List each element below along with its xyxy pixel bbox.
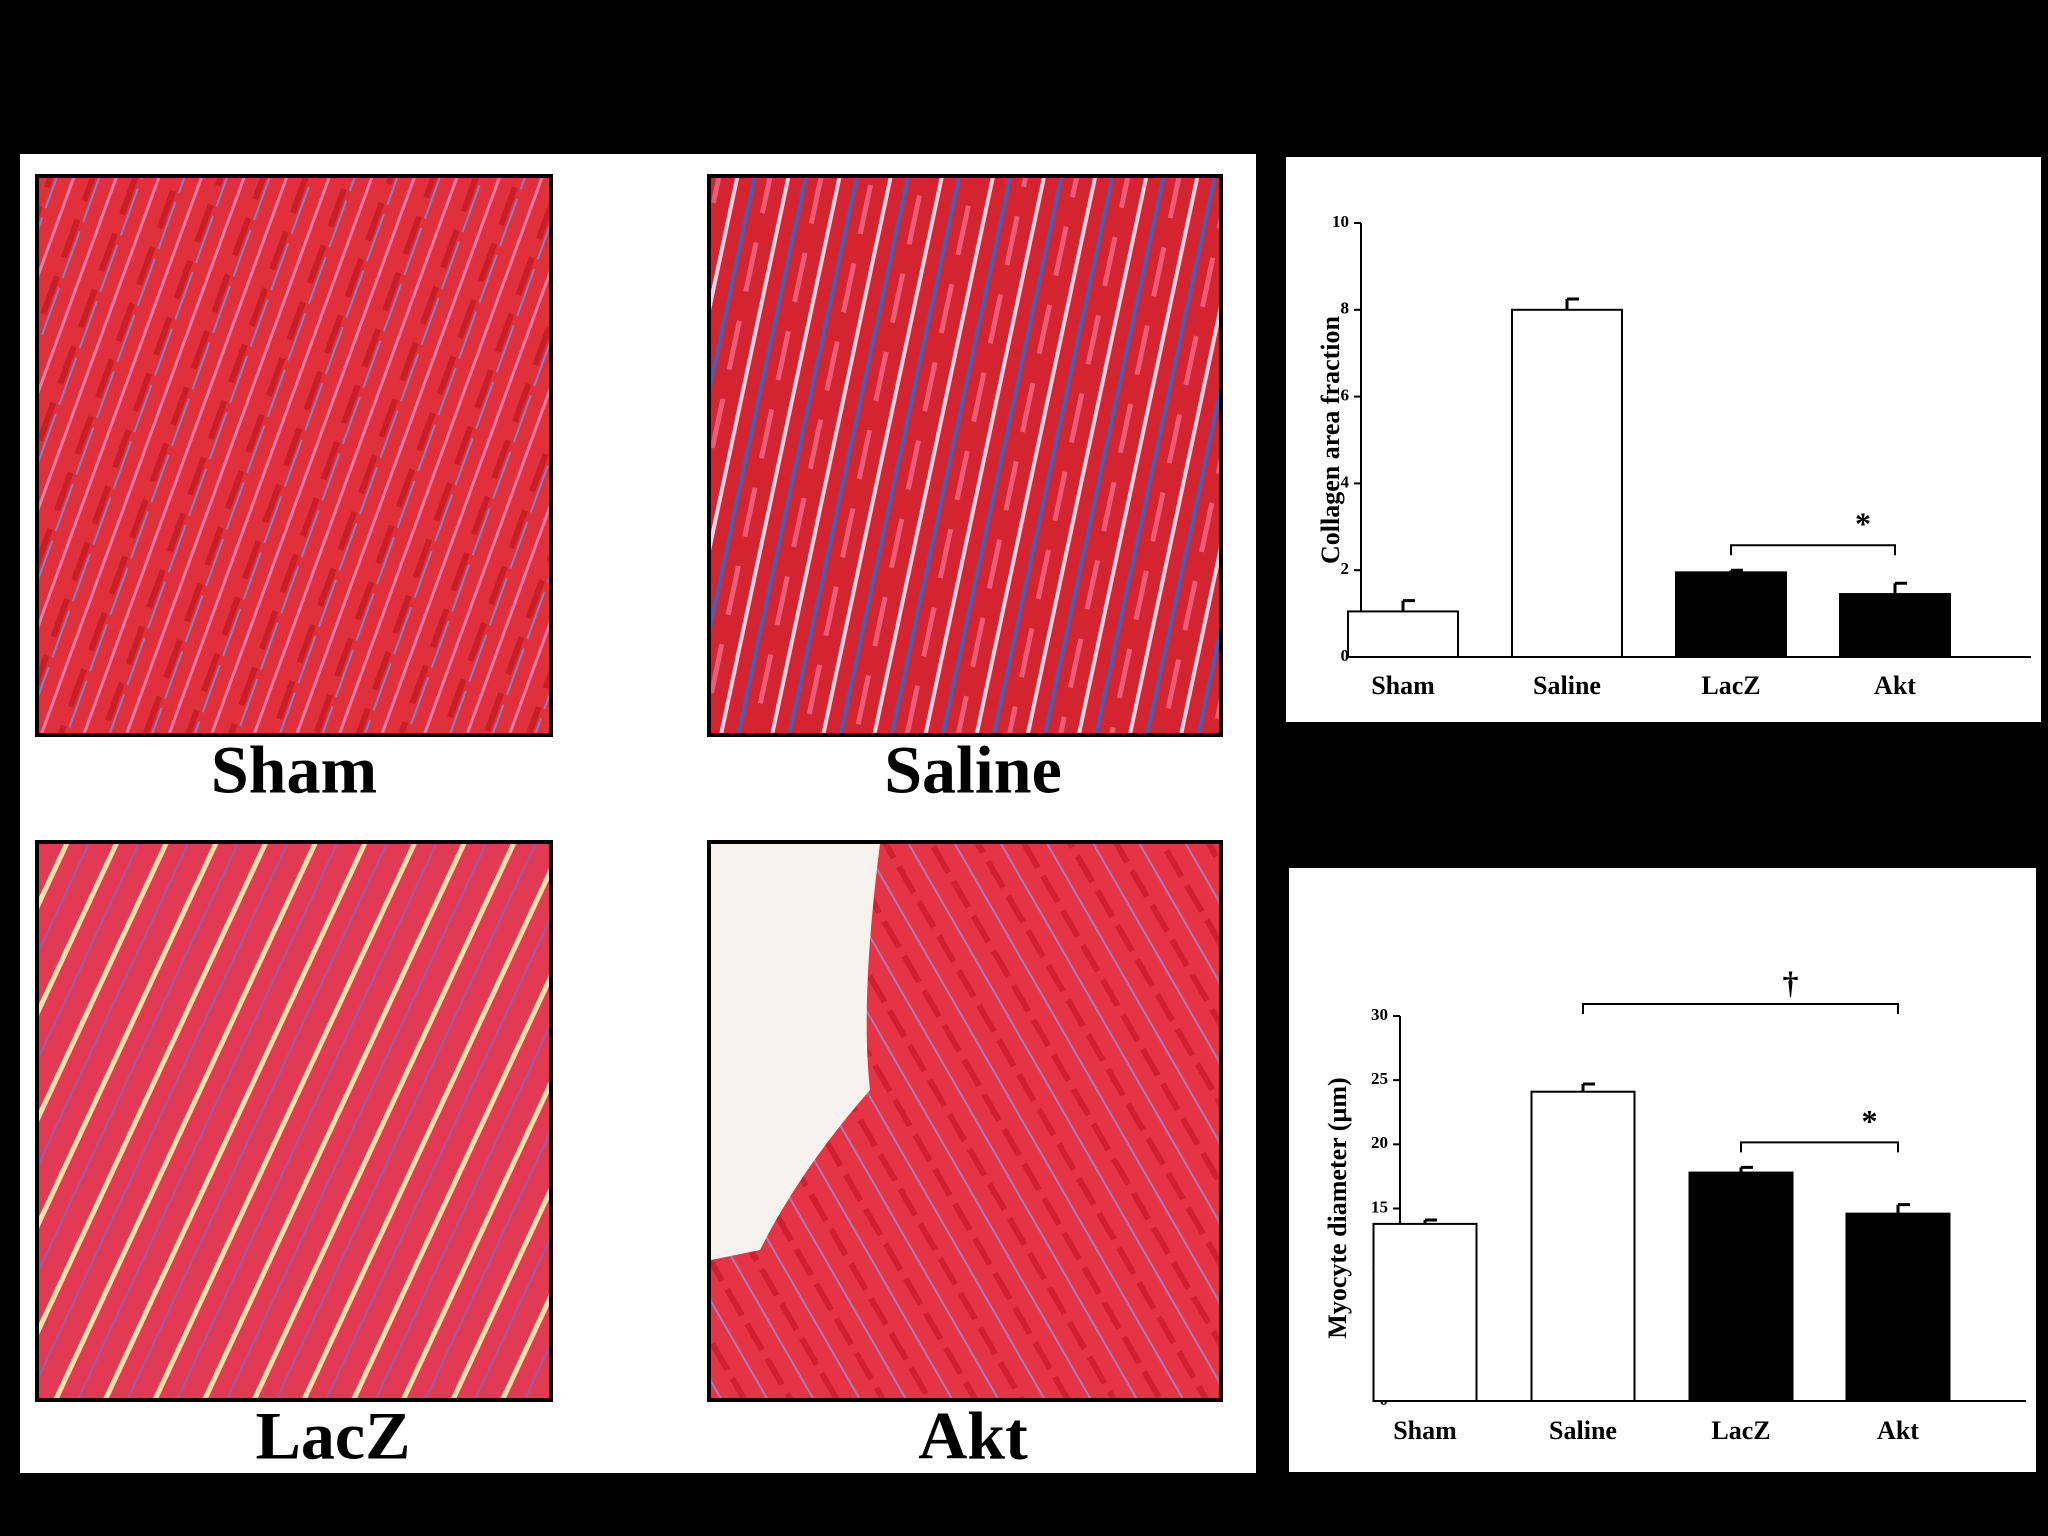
significance-bracket	[1740, 1141, 1899, 1153]
panel-label: Sham	[211, 732, 377, 808]
error-bar	[1729, 568, 1743, 573]
x-tick-label: Sham	[1393, 1416, 1457, 1445]
x-tick-label: LacZ	[1701, 671, 1760, 700]
error-bar	[1565, 297, 1579, 310]
histology-image	[35, 174, 553, 737]
bar	[1839, 593, 1951, 659]
bar	[1372, 1222, 1478, 1403]
y-tick-label: 8	[1341, 299, 1350, 318]
x-tick-label: LacZ	[1711, 1416, 1770, 1445]
significance-mark: *	[1862, 1103, 1878, 1139]
x-tick-label: Akt	[1874, 671, 1916, 700]
y-tick-label: 20	[1371, 1133, 1388, 1152]
histology-void	[711, 844, 880, 1260]
bar	[1530, 1090, 1636, 1402]
significance-bracket	[1730, 544, 1896, 556]
y-tick-label: 10	[1332, 212, 1349, 231]
panel-label: Akt	[918, 1398, 1028, 1474]
y-tick-label: 4	[1341, 472, 1350, 491]
histology-image	[707, 174, 1223, 737]
x-tick-label: Saline	[1549, 1416, 1617, 1445]
bar	[1511, 308, 1623, 658]
bar	[1845, 1212, 1951, 1402]
bar	[1688, 1171, 1794, 1402]
y-tick-label: 0	[1341, 646, 1350, 665]
y-tick-label: 6	[1341, 386, 1350, 405]
x-tick-label: Sham	[1371, 671, 1435, 700]
error-bar	[1581, 1082, 1595, 1092]
error-bar	[1893, 581, 1907, 595]
y-tick-label: 2	[1341, 559, 1350, 578]
bar	[1347, 610, 1459, 658]
y-tick-label: 15	[1371, 1197, 1388, 1216]
x-tick-label: Akt	[1877, 1416, 1919, 1445]
error-bar	[1401, 599, 1415, 612]
bar	[1675, 571, 1787, 658]
significance-bracket	[1582, 1003, 1899, 1015]
panel-label: Saline	[884, 732, 1062, 808]
error-bar	[1896, 1203, 1910, 1214]
histology-image	[35, 840, 553, 1402]
error-bar	[1423, 1218, 1437, 1224]
panel-label: LacZ	[256, 1398, 411, 1474]
y-tick-label: 30	[1371, 1005, 1388, 1024]
y-axis-label: Collagen area fraction	[1316, 316, 1345, 564]
significance-mark: *	[1855, 506, 1871, 542]
significance-mark: †	[1783, 964, 1799, 1000]
error-bar	[1739, 1165, 1753, 1173]
y-tick-label: 25	[1371, 1069, 1388, 1088]
y-axis-label: Myocyte diameter (µm)	[1323, 1077, 1352, 1338]
x-tick-label: Saline	[1533, 671, 1601, 700]
